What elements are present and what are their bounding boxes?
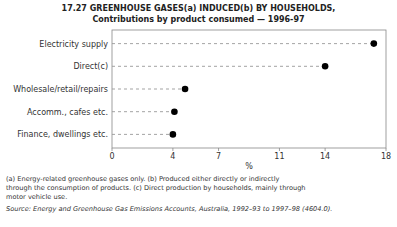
dot: [182, 86, 189, 93]
x-tick: [279, 148, 280, 151]
footnote: through the consumption of products. (c)…: [6, 184, 306, 192]
footnote: motor vehicle use.: [6, 193, 67, 201]
dot-stem: [112, 66, 325, 67]
x-tick-label: 0: [109, 152, 114, 161]
footnote: (a) Energy-related greenhouse gases only…: [6, 175, 279, 183]
dot: [171, 108, 178, 115]
y-tick-label: Wholesale/retail/repairs: [13, 85, 108, 94]
x-tick: [112, 148, 113, 151]
dot: [371, 40, 378, 47]
source-note: Source: Energy and Greenhouse Gas Emissi…: [6, 205, 332, 213]
x-tick-label: 11: [274, 152, 284, 161]
y-tick-label: Finance, dwellings etc.: [17, 130, 108, 139]
x-tick-label: 7: [216, 152, 221, 161]
x-tick-label: 14: [320, 152, 330, 161]
y-tick-label: Direct(c): [73, 62, 108, 71]
x-tick: [172, 148, 173, 151]
x-tick: [386, 148, 387, 151]
x-tick-label: 18: [381, 152, 391, 161]
y-tick-label: Accomm., cafes etc.: [27, 108, 108, 117]
marks: [112, 40, 377, 137]
dot: [170, 131, 177, 138]
dot-stem: [112, 134, 173, 135]
dot-stem: [112, 111, 174, 112]
dot-stem: [112, 89, 185, 90]
y-tick-label: Electricity supply: [39, 40, 108, 49]
x-tick: [325, 148, 326, 151]
plot-frame: [112, 30, 386, 148]
dot-stem: [112, 43, 374, 44]
x-axis-label: %: [245, 162, 253, 171]
x-tick: [218, 148, 219, 151]
dot: [322, 63, 329, 70]
chart: 17.27 GREENHOUSE GASES(a) INDUCED(b) BY …: [0, 0, 397, 227]
title: 17.27 GREENHOUSE GASES(a) INDUCED(b) BY …: [62, 4, 336, 13]
subtitle: Contributions by product consumed — 1996…: [92, 15, 304, 24]
x-tick-label: 4: [170, 152, 175, 161]
